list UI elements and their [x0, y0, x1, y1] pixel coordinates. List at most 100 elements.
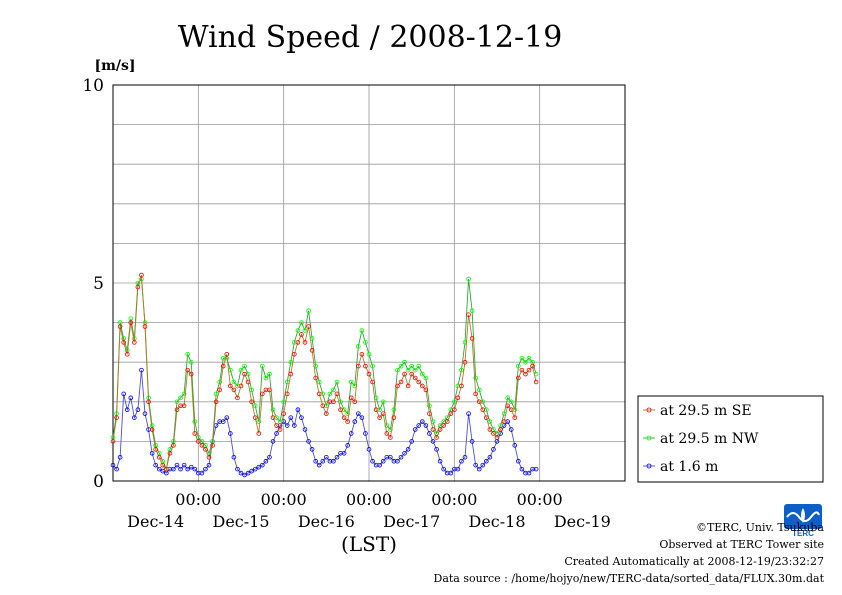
data-point — [356, 344, 361, 349]
data-point — [142, 324, 148, 329]
data-point — [395, 458, 400, 464]
data-point — [420, 383, 425, 389]
data-point — [260, 391, 265, 397]
data-point — [384, 423, 390, 428]
data-point — [167, 450, 173, 456]
data-point — [526, 470, 532, 476]
data-point — [356, 363, 361, 369]
data-point — [160, 462, 166, 468]
data-point — [324, 454, 329, 460]
data-point — [430, 439, 436, 444]
data-point — [480, 407, 486, 413]
data-point — [345, 443, 350, 448]
data-point — [210, 443, 215, 448]
data-point — [448, 470, 454, 476]
day-label: Dec-16 — [298, 512, 355, 531]
data-point — [309, 348, 315, 353]
data-point — [345, 419, 350, 424]
data-point — [331, 387, 336, 393]
data-point — [316, 379, 322, 385]
observed-text: Observed at TERC Tower site — [659, 538, 824, 551]
x-tick-labels: 00:00 00:00 00:00 00:00 00:00 — [175, 490, 562, 509]
data-point — [224, 351, 230, 357]
data-point — [114, 415, 119, 420]
data-point — [370, 458, 375, 464]
data-point — [114, 466, 119, 472]
data-point — [171, 466, 176, 472]
data-point — [206, 454, 212, 460]
data-point — [327, 391, 333, 397]
chart-title: Wind Speed / 2008-12-19 — [178, 20, 563, 55]
data-point — [281, 411, 286, 416]
data-point — [267, 387, 272, 393]
data-point — [395, 383, 400, 389]
data-point — [523, 371, 528, 377]
data-point — [338, 407, 343, 413]
data-point — [459, 383, 464, 389]
legend-label: at 29.5 m NW — [660, 431, 759, 447]
data-point — [466, 312, 471, 317]
data-point — [526, 367, 532, 373]
series-line — [112, 274, 537, 471]
data-point — [412, 427, 418, 432]
data-point — [459, 367, 464, 373]
data-point — [238, 470, 244, 476]
series-layer — [110, 272, 539, 478]
data-point — [245, 379, 251, 385]
data-point — [267, 454, 272, 460]
data-point — [519, 355, 525, 361]
data-point — [452, 399, 457, 405]
day-label: Dec-18 — [468, 512, 525, 531]
data-point — [370, 379, 375, 385]
data-point — [398, 454, 404, 460]
data-point — [164, 466, 169, 472]
data-point — [199, 443, 205, 448]
data-point — [430, 427, 436, 432]
data-point — [487, 427, 493, 432]
data-point — [412, 367, 418, 373]
data-point — [441, 466, 446, 472]
data-point — [508, 427, 514, 432]
data-point — [309, 447, 315, 452]
data-point — [455, 466, 461, 472]
data-point — [203, 447, 208, 452]
data-point — [409, 363, 414, 369]
data-point — [263, 375, 269, 381]
data-point — [160, 468, 166, 474]
y-axis-label: [m/s] — [94, 58, 135, 74]
data-point — [459, 458, 464, 464]
data-point — [377, 415, 382, 420]
data-point — [409, 439, 414, 444]
data-point — [231, 454, 237, 460]
data-point — [348, 431, 354, 436]
data-point — [252, 466, 258, 472]
day-label: Dec-14 — [127, 512, 184, 531]
data-point — [128, 395, 134, 401]
legend-items: at 29.5 m SE at 29.5 m NW at 1.6 m — [643, 403, 759, 475]
data-point — [466, 411, 471, 416]
x-axis-label: (LST) — [341, 532, 397, 556]
data-point — [121, 340, 126, 345]
created-text: Created Automatically at 2008-12-19/23:3… — [564, 555, 824, 568]
series-at-1-6-m — [110, 367, 539, 478]
data-point — [185, 466, 190, 472]
data-point — [363, 431, 368, 436]
data-point — [455, 395, 461, 401]
data-point — [213, 391, 219, 397]
data-point — [427, 403, 432, 409]
data-point — [409, 371, 414, 377]
data-point — [238, 383, 244, 389]
plot-area-frame — [112, 84, 626, 482]
data-point — [185, 367, 190, 373]
day-labels: Dec-14 Dec-15 Dec-16 Dec-17 Dec-18 Dec-19 — [127, 512, 611, 531]
data-point — [188, 464, 194, 470]
logo-drop-icon — [801, 508, 805, 523]
data-point — [313, 375, 318, 381]
day-label: Dec-15 — [212, 512, 269, 531]
data-point — [252, 415, 258, 420]
data-point — [196, 439, 201, 444]
data-point — [331, 458, 336, 464]
data-point — [267, 371, 272, 377]
data-point — [149, 427, 155, 432]
x-tick-label: 00:00 — [261, 490, 307, 509]
